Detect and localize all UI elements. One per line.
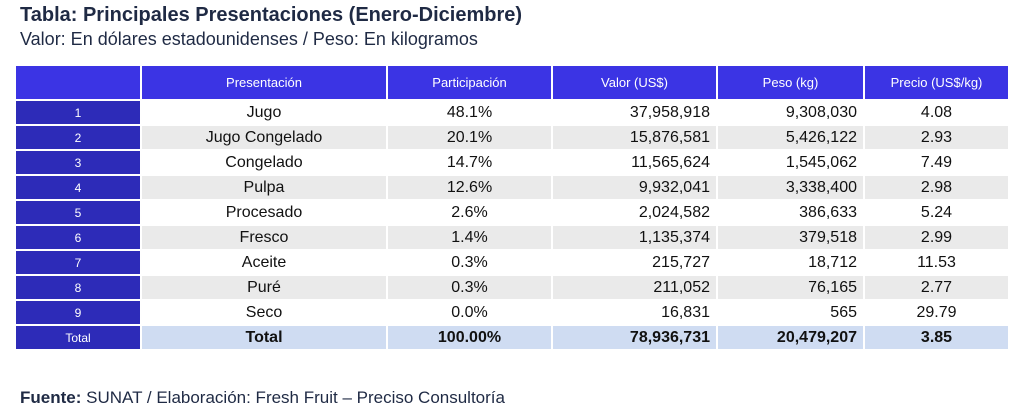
cell-peso: 18,712 (718, 251, 863, 274)
row-index: 8 (16, 276, 140, 299)
header-presentacion: Presentación (142, 66, 386, 99)
cell-participacion: 100.00% (388, 326, 551, 349)
cell-precio: 2.77 (865, 276, 1008, 299)
row-index: 1 (16, 101, 140, 124)
cell-presentacion: Jugo Congelado (142, 126, 386, 149)
row-index: 5 (16, 201, 140, 224)
cell-precio: 2.99 (865, 226, 1008, 249)
header-index (16, 66, 140, 99)
cell-presentacion: Puré (142, 276, 386, 299)
row-index: 4 (16, 176, 140, 199)
cell-precio: 7.49 (865, 151, 1008, 174)
header-precio: Precio (US$/kg) (865, 66, 1008, 99)
cell-precio: 2.93 (865, 126, 1008, 149)
row-index: 3 (16, 151, 140, 174)
cell-participacion: 48.1% (388, 101, 551, 124)
cell-peso: 5,426,122 (718, 126, 863, 149)
table-row: 8 Puré 0.3% 211,052 76,165 2.77 (16, 276, 1008, 299)
cell-participacion: 14.7% (388, 151, 551, 174)
cell-participacion: 12.6% (388, 176, 551, 199)
cell-peso: 3,338,400 (718, 176, 863, 199)
cell-valor: 15,876,581 (553, 126, 716, 149)
cell-valor: 9,932,041 (553, 176, 716, 199)
cell-presentacion: Aceite (142, 251, 386, 274)
cell-participacion: 0.3% (388, 276, 551, 299)
cell-peso: 1,545,062 (718, 151, 863, 174)
cell-valor: 1,135,374 (553, 226, 716, 249)
cell-precio: 3.85 (865, 326, 1008, 349)
row-index: 2 (16, 126, 140, 149)
table-row: 1 Jugo 48.1% 37,958,918 9,308,030 4.08 (16, 101, 1008, 124)
table-row: 4 Pulpa 12.6% 9,932,041 3,338,400 2.98 (16, 176, 1008, 199)
cell-peso: 379,518 (718, 226, 863, 249)
cell-participacion: 2.6% (388, 201, 551, 224)
source-text: SUNAT / Elaboración: Fresh Fruit – Preci… (81, 388, 505, 407)
cell-valor: 2,024,582 (553, 201, 716, 224)
cell-presentacion: Congelado (142, 151, 386, 174)
data-table: Presentación Participación Valor (US$) P… (14, 64, 1010, 351)
cell-peso: 9,308,030 (718, 101, 863, 124)
cell-presentacion: Jugo (142, 101, 386, 124)
cell-peso: 565 (718, 301, 863, 324)
table-row: 2 Jugo Congelado 20.1% 15,876,581 5,426,… (16, 126, 1008, 149)
cell-precio: 4.08 (865, 101, 1008, 124)
table-row: 3 Congelado 14.7% 11,565,624 1,545,062 7… (16, 151, 1008, 174)
source-label: Fuente: (20, 388, 82, 407)
table-subtitle: Valor: En dólares estadounidenses / Peso… (20, 29, 478, 49)
cell-peso: 386,633 (718, 201, 863, 224)
header-row: Presentación Participación Valor (US$) P… (16, 66, 1008, 99)
cell-participacion: 0.0% (388, 301, 551, 324)
cell-peso: 20,479,207 (718, 326, 863, 349)
cell-participacion: 20.1% (388, 126, 551, 149)
row-index: 6 (16, 226, 140, 249)
cell-presentacion: Procesado (142, 201, 386, 224)
cell-precio: 11.53 (865, 251, 1008, 274)
cell-presentacion: Pulpa (142, 176, 386, 199)
row-index: Total (16, 326, 140, 349)
cell-valor: 37,958,918 (553, 101, 716, 124)
cell-precio: 5.24 (865, 201, 1008, 224)
table-row: 5 Procesado 2.6% 2,024,582 386,633 5.24 (16, 201, 1008, 224)
cell-presentacion: Fresco (142, 226, 386, 249)
row-index: 9 (16, 301, 140, 324)
cell-valor: 16,831 (553, 301, 716, 324)
cell-valor: 78,936,731 (553, 326, 716, 349)
cell-valor: 211,052 (553, 276, 716, 299)
table-row: 7 Aceite 0.3% 215,727 18,712 11.53 (16, 251, 1008, 274)
header-participacion: Participación (388, 66, 551, 99)
table-title: Tabla: Principales Presentaciones (Enero… (20, 4, 523, 26)
source-note: Fuente: SUNAT / Elaboración: Fresh Fruit… (20, 388, 505, 408)
row-index: 7 (16, 251, 140, 274)
cell-precio: 29.79 (865, 301, 1008, 324)
cell-valor: 215,727 (553, 251, 716, 274)
header-valor: Valor (US$) (553, 66, 716, 99)
cell-participacion: 1.4% (388, 226, 551, 249)
header-peso: Peso (kg) (718, 66, 863, 99)
cell-valor: 11,565,624 (553, 151, 716, 174)
cell-precio: 2.98 (865, 176, 1008, 199)
total-row: Total Total 100.00% 78,936,731 20,479,20… (16, 326, 1008, 349)
cell-participacion: 0.3% (388, 251, 551, 274)
table-row: 9 Seco 0.0% 16,831 565 29.79 (16, 301, 1008, 324)
cell-peso: 76,165 (718, 276, 863, 299)
table-row: 6 Fresco 1.4% 1,135,374 379,518 2.99 (16, 226, 1008, 249)
cell-presentacion: Seco (142, 301, 386, 324)
cell-presentacion: Total (142, 326, 386, 349)
